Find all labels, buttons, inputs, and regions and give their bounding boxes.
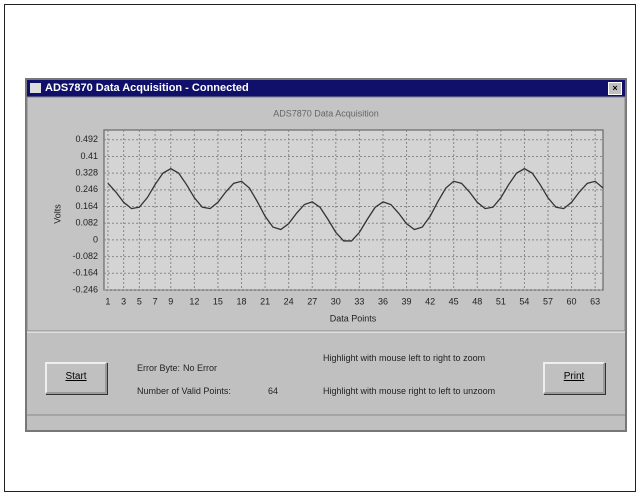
page-frame [4, 4, 636, 492]
x-tick-label: 54 [519, 296, 529, 306]
x-tick-label: 33 [354, 296, 364, 306]
y-tick-label: -0.246 [72, 284, 98, 294]
x-tick-label: 7 [153, 296, 158, 306]
x-tick-label: 48 [472, 296, 482, 306]
plot-area [103, 129, 604, 291]
x-tick-label: 63 [590, 296, 600, 306]
chart-title: ADS7870 Data Acquisition [273, 108, 379, 118]
close-button[interactable]: × [608, 82, 622, 95]
x-tick-label: 15 [213, 296, 223, 306]
print-button[interactable]: Print [543, 362, 605, 394]
error-byte-value: No Error [183, 363, 218, 373]
y-tick-label: 0.41 [80, 151, 98, 161]
window-icon [30, 83, 41, 93]
zoom-hint: Highlight with mouse left to right to zo… [323, 353, 486, 363]
x-tick-label: 57 [543, 296, 553, 306]
x-tick-label: 24 [284, 296, 294, 306]
x-tick-label: 3 [121, 296, 126, 306]
x-tick-label: 42 [425, 296, 435, 306]
valid-points-label: Number of Valid Points: [137, 386, 231, 396]
window-title: ADS7870 Data Acquisition - Connected [45, 82, 249, 94]
y-tick-label: 0.082 [75, 218, 98, 228]
valid-points-value: 64 [268, 386, 279, 396]
x-tick-label: 27 [307, 296, 317, 306]
y-tick-label: 0 [93, 234, 98, 244]
x-tick-label: 36 [378, 296, 388, 306]
x-tick-label: 30 [331, 296, 341, 306]
x-tick-label: 5 [137, 296, 142, 306]
unzoom-hint: Highlight with mouse right to left to un… [323, 386, 496, 396]
error-byte-label: Error Byte: [137, 363, 181, 373]
x-tick-label: 18 [237, 296, 247, 306]
x-tick-label: 1 [105, 296, 110, 306]
y-tick-label: 0.164 [75, 201, 98, 211]
y-tick-label: 0.328 [75, 168, 98, 178]
title-bar: ADS7870 Data Acquisition - Connected × [27, 80, 625, 97]
x-tick-label: 39 [402, 296, 412, 306]
y-tick-label: 0.246 [75, 184, 98, 194]
y-tick-label: -0.164 [72, 268, 98, 278]
x-tick-label: 9 [168, 296, 173, 306]
start-button[interactable]: Start [45, 362, 107, 394]
x-tick-label: 21 [260, 296, 270, 306]
y-tick-label: -0.082 [72, 251, 98, 261]
y-axis-label: Volts [52, 204, 62, 224]
x-tick-label: 45 [449, 296, 459, 306]
x-tick-label: 60 [567, 296, 577, 306]
x-tick-label: 51 [496, 296, 506, 306]
y-tick-label: 0.492 [75, 134, 98, 144]
x-axis-label: Data Points [330, 313, 377, 323]
data-line [107, 167, 604, 242]
x-tick-label: 12 [189, 296, 199, 306]
